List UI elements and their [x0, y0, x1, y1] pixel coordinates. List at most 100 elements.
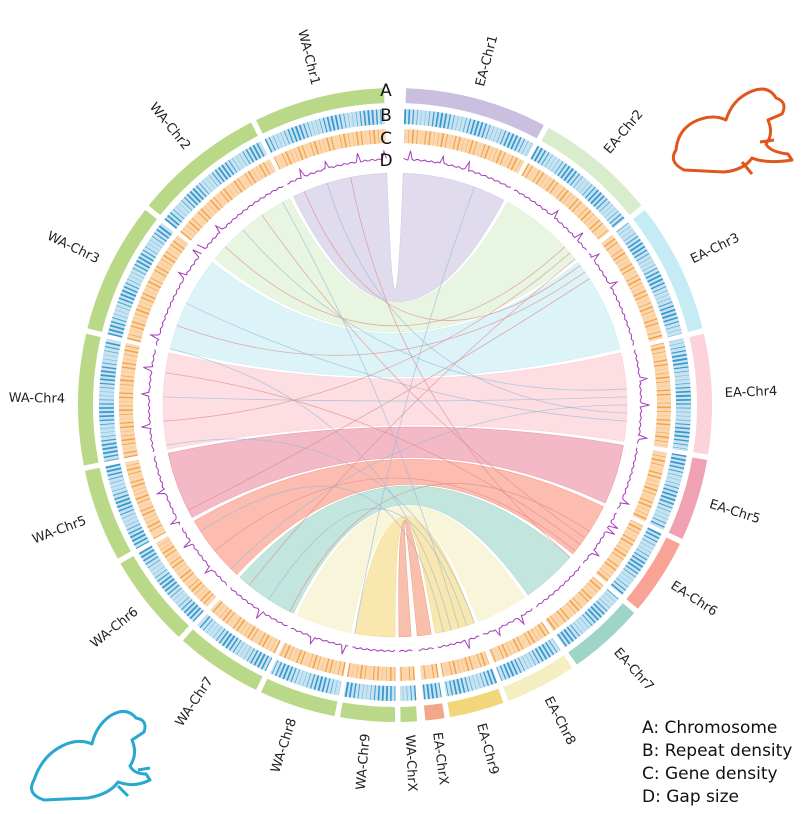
gene-stripe — [624, 271, 637, 279]
repeat-stripe — [156, 228, 170, 239]
repeat-stripe — [451, 114, 455, 130]
repeat-stripe — [348, 682, 353, 698]
gene-stripe — [653, 359, 668, 363]
repeat-stripe — [673, 442, 689, 446]
repeat-stripe — [212, 626, 223, 639]
gene-stripe — [194, 214, 206, 225]
chromosome-label: WA-Chr8 — [268, 717, 300, 775]
synteny-ribbons — [162, 172, 628, 638]
gene-stripe — [339, 134, 343, 149]
gene-stripe — [601, 234, 613, 244]
repeat-stripe — [217, 166, 229, 180]
gene-stripe — [246, 626, 256, 639]
gene-stripe — [539, 174, 548, 187]
repeat-stripe — [101, 366, 117, 370]
repeat-stripe — [653, 513, 668, 520]
repeat-stripe — [347, 112, 351, 128]
gene-stripe — [225, 612, 236, 624]
gene-stripe — [322, 138, 327, 153]
gene-stripe — [633, 289, 647, 297]
repeat-stripe — [100, 370, 116, 374]
gene-stripe — [273, 156, 281, 170]
chromosome-label: EA-Chr5 — [707, 497, 762, 527]
gene-stripe — [638, 302, 652, 309]
gene-stripe — [262, 162, 271, 176]
gene-stripe — [197, 211, 209, 223]
gene-stripe — [615, 256, 628, 265]
gene-stripe — [119, 425, 134, 429]
repeat-stripe — [140, 252, 155, 262]
gene-stripe — [594, 226, 606, 236]
gene-stripe — [604, 561, 617, 571]
repeat-stripe — [604, 592, 616, 603]
repeat-stripe — [309, 674, 316, 689]
gene-stripe — [149, 277, 163, 285]
gene-stripe — [627, 278, 641, 286]
repeat-stripe — [576, 178, 587, 191]
repeat-stripe — [100, 378, 116, 382]
link — [176, 271, 586, 356]
gene-stripe — [162, 545, 175, 555]
gene-stripe — [285, 151, 293, 165]
repeat-stripe — [343, 113, 347, 129]
repeat-stripe — [243, 646, 252, 660]
repeat-stripe — [302, 123, 309, 138]
gene-stripe — [476, 653, 482, 668]
link — [169, 348, 452, 631]
repeat-stripe — [486, 670, 494, 685]
repeat-stripe — [208, 174, 219, 187]
link — [350, 177, 571, 558]
gene-stripe — [526, 630, 536, 644]
chromosome-label: EA-ChrX — [429, 731, 451, 786]
repeat-stripe — [268, 136, 276, 151]
gene-stripe — [655, 372, 670, 375]
gene-stripe — [494, 647, 500, 661]
gene-stripe — [216, 194, 226, 205]
chromosome-arc — [339, 702, 395, 722]
repeat-stripe — [538, 645, 548, 660]
repeat-stripe — [459, 116, 463, 132]
gene-stripe — [321, 657, 326, 671]
gene-stripe — [213, 196, 224, 208]
gene-stripe — [131, 482, 146, 488]
repeat-stripe — [334, 114, 340, 130]
gene-stripe — [288, 646, 295, 660]
beaver-icon — [671, 87, 794, 175]
gene-stripe — [534, 626, 543, 639]
repeat-stripe — [101, 438, 117, 442]
repeat-stripe — [611, 583, 624, 595]
repeat-stripe — [242, 151, 251, 165]
repeat-stripe — [298, 124, 306, 140]
gene-stripe — [654, 444, 668, 447]
gene-density — [650, 342, 671, 449]
repeat-stripe — [611, 216, 625, 228]
repeat-stripe — [134, 263, 149, 272]
gene-stripe — [626, 526, 640, 535]
repeat-stripe — [489, 126, 495, 141]
repeat-stripe — [180, 599, 193, 611]
gene-stripe — [123, 353, 138, 358]
repeat-stripe — [330, 679, 335, 694]
repeat-stripe — [618, 225, 631, 236]
gene-stripe — [577, 207, 589, 218]
repeat-stripe — [373, 685, 376, 701]
legend-item: B: Repeat density — [642, 741, 792, 761]
beaver-icon — [30, 710, 152, 802]
gene-stripe — [642, 489, 657, 496]
repeat-stripe — [170, 587, 182, 598]
repeat-stripe — [438, 682, 442, 698]
gene-stripe — [628, 522, 642, 531]
gene-stripe — [281, 153, 289, 167]
gene-stripe — [312, 654, 318, 669]
chromosome-label: EA-Chr1 — [473, 34, 501, 89]
repeat-stripe — [183, 601, 196, 614]
repeat-stripe — [271, 660, 279, 675]
repeat-stripe — [416, 109, 418, 125]
gene-stripe — [428, 131, 432, 146]
gene-stripe — [599, 568, 611, 578]
repeat-stripe — [503, 663, 511, 679]
gene-stripe — [639, 305, 654, 313]
gene-stripe — [160, 542, 173, 551]
repeat-stripe — [175, 593, 187, 604]
repeat-stripe — [119, 508, 135, 516]
